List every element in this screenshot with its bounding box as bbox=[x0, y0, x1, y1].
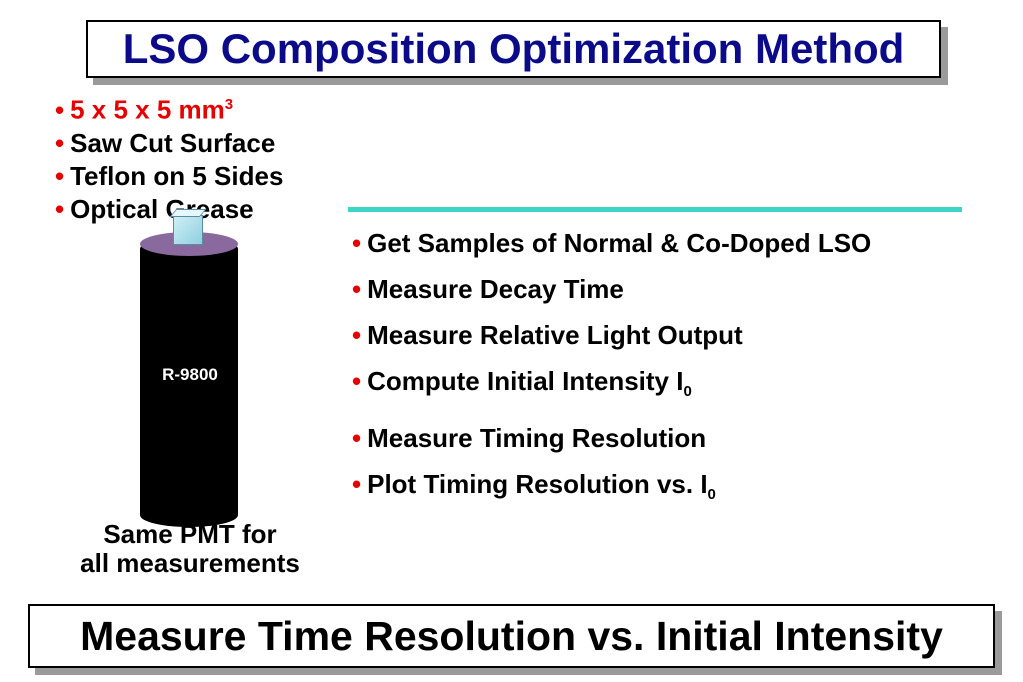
spec-size-exponent: 3 bbox=[224, 96, 234, 113]
step-item: • Plot Timing Resolution vs. I0 bbox=[352, 461, 871, 518]
slide-title: LSO Composition Optimization Method bbox=[122, 25, 905, 72]
pmt-label: R-9800 bbox=[162, 365, 218, 384]
spec-item: • Optical Grease bbox=[55, 193, 283, 226]
step-text: Measure Decay Time bbox=[367, 274, 624, 304]
bullet: • bbox=[352, 469, 362, 500]
bullet: • bbox=[352, 228, 362, 258]
step-item: • Measure Timing Resolution bbox=[352, 415, 871, 461]
spec-grease: Optical Grease bbox=[70, 193, 254, 224]
step-item: • Compute Initial Intensity I0 bbox=[352, 358, 871, 415]
bullet: • bbox=[55, 193, 65, 224]
bullet: • bbox=[352, 366, 362, 396]
spec-item: • Teflon on 5 Sides bbox=[55, 160, 283, 193]
step-item: • Measure Relative Light Output bbox=[352, 312, 871, 358]
step-text: Get Samples of Normal & Co-Doped LSO bbox=[367, 228, 872, 258]
spec-size: 5 x 5 x 5 mm bbox=[70, 94, 225, 125]
pmt-cylinder bbox=[140, 237, 238, 527]
pmt-caption: Same PMT for all measurements bbox=[40, 520, 340, 578]
pmt-illustration: R-9800 bbox=[138, 209, 242, 535]
spec-item: • 5 x 5 x 5 mm3 bbox=[55, 88, 283, 127]
bullet: • bbox=[352, 423, 362, 454]
step-text: Plot Timing Resolution vs. I bbox=[367, 469, 708, 500]
divider-line bbox=[348, 207, 962, 212]
bullet: • bbox=[352, 274, 362, 304]
method-steps-list: • Get Samples of Normal & Co-Doped LSO • M… bbox=[352, 220, 871, 518]
step-item: • Get Samples of Normal & Co-Doped LSO bbox=[352, 220, 871, 266]
crystal-spec-list: • 5 x 5 x 5 mm3 • Saw Cut Surface • Teflon … bbox=[55, 88, 283, 226]
conclusion-box: Measure Time Resolution vs. Initial Inte… bbox=[28, 604, 995, 668]
spec-teflon: Teflon on 5 Sides bbox=[70, 160, 284, 191]
crystal-cube bbox=[173, 215, 203, 245]
caption-line-1: Same PMT for bbox=[103, 519, 277, 549]
bullet: • bbox=[55, 160, 65, 191]
bullet: • bbox=[55, 127, 65, 158]
bullet: • bbox=[352, 320, 362, 350]
title-box: LSO Composition Optimization Method bbox=[86, 20, 941, 78]
step-text: Compute Initial Intensity I bbox=[367, 366, 684, 396]
bullet: • bbox=[55, 94, 65, 125]
step-item: • Measure Decay Time bbox=[352, 266, 871, 312]
caption-line-2: all measurements bbox=[80, 548, 300, 578]
step-subscript: 0 bbox=[707, 486, 716, 504]
spec-item: • Saw Cut Surface bbox=[55, 127, 283, 160]
conclusion-text: Measure Time Resolution vs. Initial Inte… bbox=[80, 612, 943, 659]
step-text: Measure Relative Light Output bbox=[367, 320, 743, 350]
step-subscript: 0 bbox=[683, 383, 692, 401]
spec-surface: Saw Cut Surface bbox=[70, 127, 276, 158]
step-text: Measure Timing Resolution bbox=[367, 423, 707, 454]
